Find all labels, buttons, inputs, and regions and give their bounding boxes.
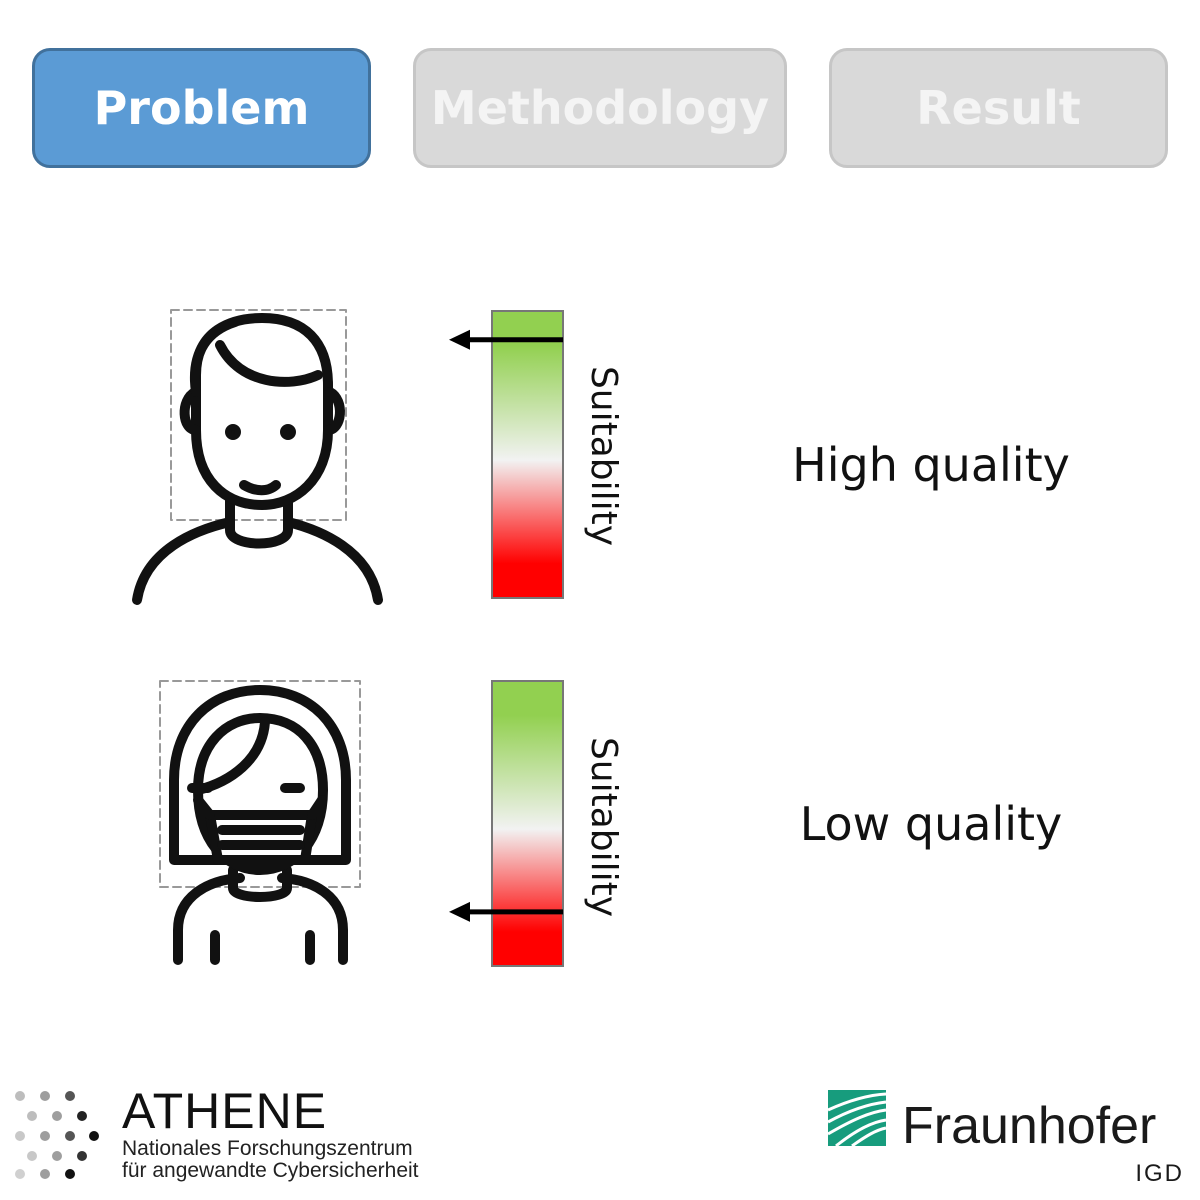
fraunhofer-logo-icon xyxy=(827,1090,887,1148)
quality-label-low: Low quality xyxy=(799,797,1063,851)
fraunhofer-logo-unit: IGD xyxy=(1135,1160,1184,1187)
athene-logo-title: ATHENE xyxy=(122,1083,328,1139)
suitability-bar xyxy=(491,310,564,599)
quality-label-high: High quality xyxy=(792,438,1070,492)
suitability-bar xyxy=(491,680,564,967)
level-marker-arrow xyxy=(449,901,563,922)
level-marker-arrow xyxy=(449,329,563,350)
fraunhofer-logo-name: Fraunhofer xyxy=(902,1097,1157,1155)
suitability-label: Suitability xyxy=(583,736,624,918)
tab-problem[interactable]: Problem xyxy=(32,48,371,168)
masked-person-icon xyxy=(159,680,361,965)
suitability-label: Suitability xyxy=(583,365,624,547)
athene-logo-subtitle: Nationales Forschungszentrum xyxy=(122,1137,413,1160)
athene-logo-icon xyxy=(15,1091,99,1179)
tab-result[interactable]: Result xyxy=(829,48,1168,168)
athene-logo-subtitle: für angewandte Cybersicherheit xyxy=(122,1159,419,1182)
person-icon xyxy=(132,309,383,605)
tab-methodology[interactable]: Methodology xyxy=(413,48,787,168)
